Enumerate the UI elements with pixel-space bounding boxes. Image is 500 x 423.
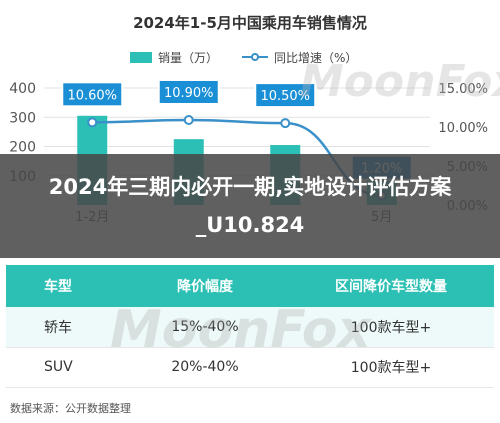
line-point <box>87 117 98 128</box>
legend-label-growth: 同比增速（%） <box>274 50 358 65</box>
y-left-tick-label: 200 <box>9 140 36 156</box>
y-right-tick-label: 15.00% <box>438 82 488 97</box>
y-right-tick-label: 10.00% <box>438 121 488 136</box>
header-model-count: 区间降价车型数量 <box>288 265 494 307</box>
chart-legend: 销量（万） 同比增速（%） <box>130 48 450 66</box>
data-label-box <box>254 82 317 109</box>
cell-model: SUV <box>6 347 122 388</box>
cell-count: 100款车型+ <box>288 307 494 348</box>
data-label: 10.90% <box>164 86 214 101</box>
table-row: SUV 20%-40% 100款车型+ <box>6 347 494 388</box>
legend-label-sales: 销量（万） <box>158 50 219 65</box>
legend-line-swatch <box>242 51 268 63</box>
header-model: 车型 <box>6 265 122 307</box>
table-header-row: 车型 降价幅度 区间降价车型数量 <box>6 265 494 307</box>
data-label: 10.50% <box>260 89 310 104</box>
chart-title: 2024年1-5月中国乘用车销售情况 <box>133 14 367 32</box>
y-left-tick-label: 300 <box>9 110 36 126</box>
cell-model: 轿车 <box>6 307 122 348</box>
overlay-banner: 2024年三期内必开一期,实地设计评估方案_U10.824 <box>0 154 500 258</box>
line-point <box>183 114 194 125</box>
data-label: 10.60% <box>67 88 117 103</box>
header-discount: 降价幅度 <box>122 265 288 307</box>
cell-discount: 15%-40% <box>122 307 288 348</box>
legend-bar-swatch <box>130 51 152 63</box>
table-row: 轿车 15%-40% 100款车型+ <box>6 307 494 348</box>
data-label-box <box>61 81 124 108</box>
overlay-title: 2024年三期内必开一期,实地设计评估方案_U10.824 <box>48 175 452 237</box>
cell-discount: 20%-40% <box>122 347 288 388</box>
y-left-tick-label: 400 <box>9 81 36 97</box>
line-point <box>280 118 291 129</box>
price-cut-table: 车型 降价幅度 区间降价车型数量 轿车 15%-40% 100款车型+ SUV … <box>6 265 494 388</box>
source-note: 数据来源：公开数据整理 <box>10 402 131 415</box>
data-label-box <box>157 78 220 105</box>
legend-item-growth: 同比增速（%） <box>242 48 357 66</box>
cell-count: 100款车型+ <box>288 347 494 388</box>
legend-item-sales: 销量（万） <box>130 48 218 66</box>
